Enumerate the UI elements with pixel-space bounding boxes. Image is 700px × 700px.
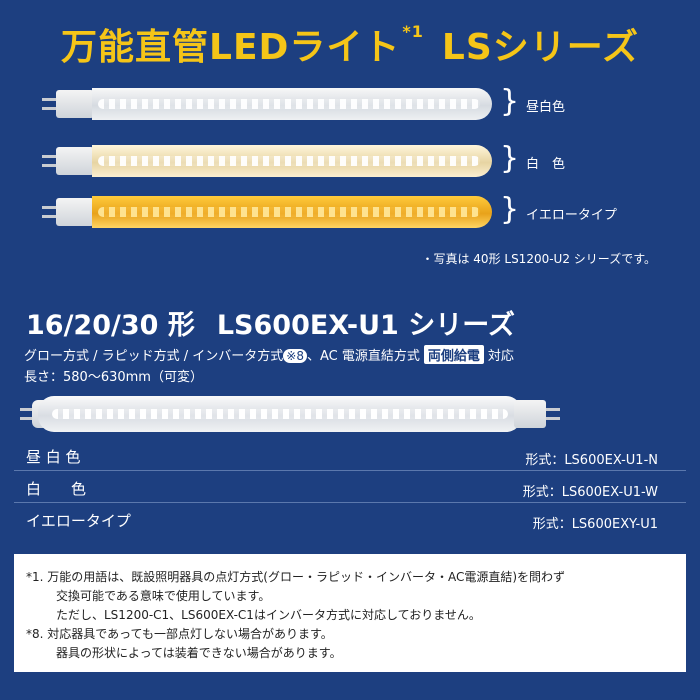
model-color: 昼 白 色 xyxy=(26,448,81,466)
page-title: 万能直管LEDライト *1 LSシリーズ xyxy=(0,18,700,70)
model-row: イエロータイプ 形式：LS600EXY-U1 xyxy=(14,504,686,534)
tube-label-white: 白 色 xyxy=(526,157,566,172)
section-title-size: 16/20/30 形 xyxy=(26,310,195,341)
model-color: 白 色 xyxy=(26,480,87,498)
title-series: LSシリーズ xyxy=(441,27,639,68)
title-main: 万能直管LEDライト xyxy=(61,27,401,68)
footnotes-box: *1. 万能の用語は、既設照明器具の点灯方式(グロー・ラピッド・インバータ・AC… xyxy=(14,554,686,672)
section-title-series: LS600EX-U1 シリーズ xyxy=(216,310,515,341)
title-footnote-mark: *1 xyxy=(402,22,424,41)
brace-icon: } xyxy=(500,84,520,119)
model-color: イエロータイプ xyxy=(26,512,131,530)
model-code: 形式：LS600EX-U1-N xyxy=(525,453,658,468)
model-code: 形式：LS600EX-U1-W xyxy=(522,485,658,500)
photo-note: ・写真は 40形 LS1200-U2 シリーズです。 xyxy=(421,252,656,266)
methods-text-end: 対応 xyxy=(487,349,514,364)
tube-image-daylight xyxy=(42,86,500,122)
compatible-methods: グロー方式 / ラピッド方式 / インバータ方式 ※8 、AC 電源直結方式 両側給電… xyxy=(24,345,514,364)
dual-feed-badge: 両側給電 xyxy=(423,345,484,364)
model-code: 形式：LS600EXY-U1 xyxy=(532,517,658,532)
tube-label-daylight: 昼白色 xyxy=(526,100,566,115)
tube-image-yellow xyxy=(42,194,500,230)
footnote-line: 器具の形状によっては装着できない場合があります。 xyxy=(56,646,342,660)
model-row: 白 色 形式：LS600EX-U1-W xyxy=(14,472,686,503)
footnote-line: *8. 対応器具であっても一部点灯しない場合があります。 xyxy=(26,627,333,641)
methods-text-ac: 、AC 電源直結方式 xyxy=(307,349,420,364)
model-row: 昼 白 色 形式：LS600EX-U1-N xyxy=(14,440,686,471)
section-title: 16/20/30 形 LS600EX-U1 シリーズ xyxy=(26,303,515,342)
footnote-ref: ※8 xyxy=(283,349,307,363)
brace-icon: } xyxy=(500,141,520,176)
tube-image-ls600 xyxy=(18,394,562,434)
brace-icon: } xyxy=(500,192,520,227)
footnote-line: ただし、LS1200-C1、LS600EX-C1はインバータ方式に対応しておりま… xyxy=(56,608,481,622)
footnote-line: *1. 万能の用語は、既設照明器具の点灯方式(グロー・ラピッド・インバータ・AC… xyxy=(26,570,566,584)
methods-text: グロー方式 / ラピッド方式 / インバータ方式 xyxy=(24,349,284,364)
length-spec: 長さ：580～630mm（可変） xyxy=(24,370,203,385)
tube-label-yellow: イエロータイプ xyxy=(526,208,617,223)
footnote-line: 交換可能である意味で使用しています。 xyxy=(56,589,271,603)
tube-image-white xyxy=(42,143,500,179)
